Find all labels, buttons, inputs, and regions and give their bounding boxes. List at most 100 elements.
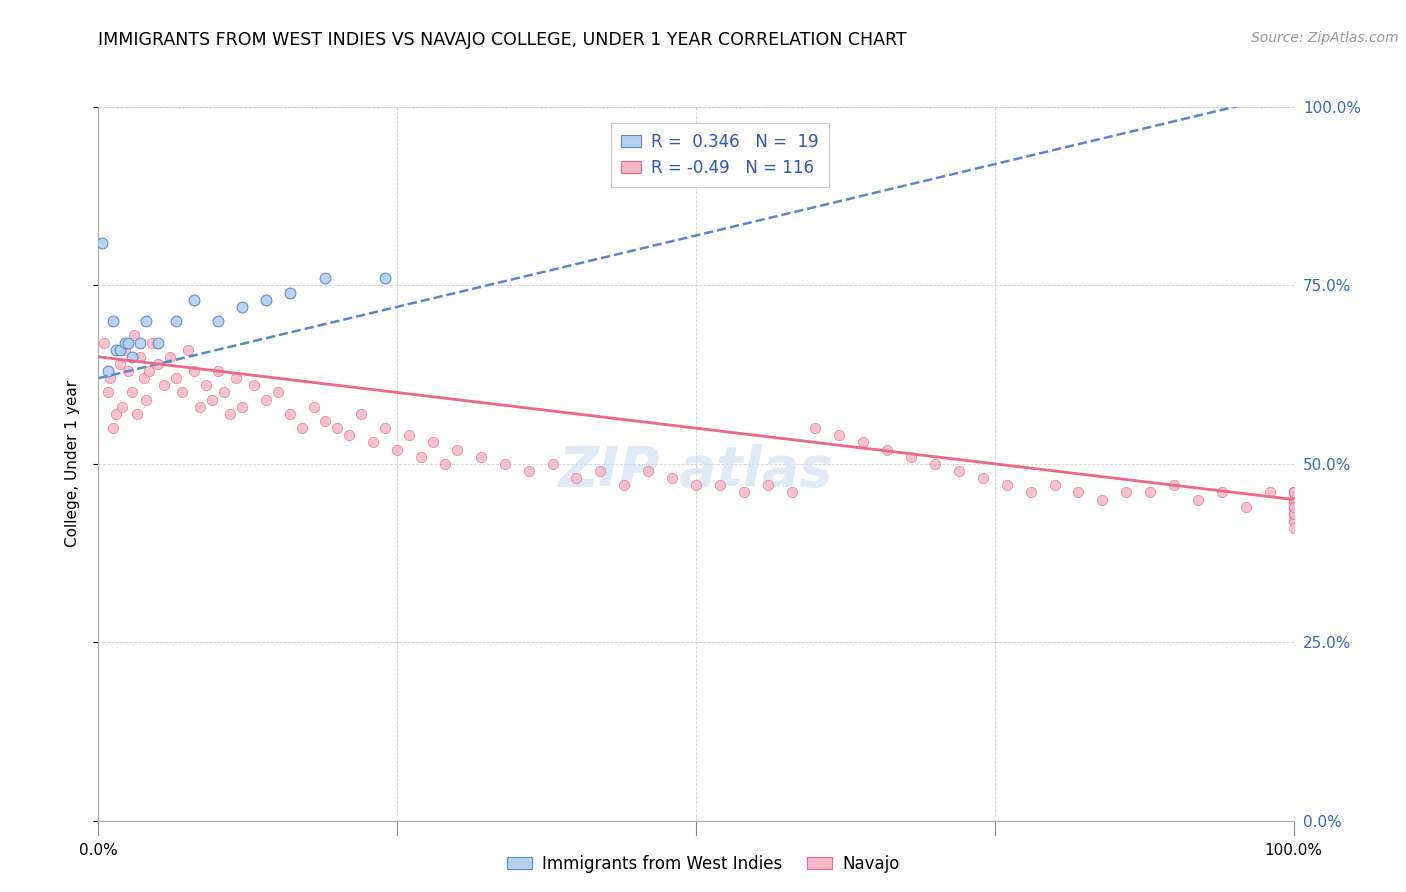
Point (1282, 492, 1305, 507)
Point (1115, 485, 1137, 500)
Point (541, 457, 564, 471)
Point (129, 350, 152, 364)
Point (685, 478, 707, 492)
Point (565, 471, 588, 485)
Point (254, 293, 277, 307)
Point (124, 328, 146, 343)
Point (117, 364, 139, 378)
Text: Source: ZipAtlas.com: Source: ZipAtlas.com (1251, 31, 1399, 45)
Point (661, 471, 683, 485)
Point (1282, 507, 1305, 521)
Point (1091, 492, 1114, 507)
Point (1282, 500, 1305, 514)
Point (121, 385, 143, 400)
Point (350, 407, 373, 421)
Point (1282, 492, 1305, 507)
Text: IMMIGRANTS FROM WEST INDIES VS NAVAJO COLLEGE, UNDER 1 YEAR CORRELATION CHART: IMMIGRANTS FROM WEST INDIES VS NAVAJO CO… (98, 31, 907, 49)
Point (114, 343, 136, 357)
Point (470, 450, 492, 464)
Point (98, 371, 122, 385)
Point (1282, 507, 1305, 521)
Point (132, 371, 155, 385)
Point (1282, 500, 1305, 514)
Point (117, 335, 139, 350)
Point (589, 464, 612, 478)
Point (290, 421, 312, 435)
Point (804, 421, 827, 435)
Point (1258, 485, 1281, 500)
Point (972, 471, 994, 485)
Point (219, 407, 242, 421)
Point (165, 314, 187, 328)
Point (1282, 485, 1305, 500)
Point (374, 421, 396, 435)
Point (129, 335, 152, 350)
Point (267, 385, 290, 400)
Point (93, 335, 115, 350)
Point (278, 407, 301, 421)
Point (780, 485, 803, 500)
Point (148, 357, 170, 371)
Point (121, 350, 143, 364)
Point (315, 414, 337, 428)
Point (315, 271, 337, 285)
Point (613, 478, 636, 492)
Point (733, 485, 755, 500)
Y-axis label: College, Under 1 year: College, Under 1 year (65, 380, 80, 548)
Point (225, 371, 247, 385)
Text: 100.0%: 100.0% (1264, 843, 1323, 858)
Point (446, 442, 468, 457)
Point (105, 343, 128, 357)
Point (1282, 485, 1305, 500)
Point (709, 478, 731, 492)
Point (1282, 492, 1305, 507)
Point (108, 357, 131, 371)
Point (433, 457, 456, 471)
Point (1187, 492, 1209, 507)
Point (135, 392, 157, 407)
Point (231, 300, 253, 314)
Point (97, 364, 120, 378)
Point (125, 407, 148, 421)
Point (177, 343, 200, 357)
Point (1282, 514, 1305, 528)
Point (1282, 492, 1305, 507)
Point (398, 428, 420, 442)
Text: 0.0%: 0.0% (79, 843, 118, 858)
Point (1282, 507, 1305, 521)
Point (363, 435, 385, 450)
Point (165, 371, 187, 385)
Point (97, 385, 120, 400)
Point (194, 378, 218, 392)
Point (111, 400, 134, 414)
Point (385, 442, 409, 457)
Point (278, 285, 301, 300)
Point (411, 450, 433, 464)
Point (1282, 507, 1305, 521)
Point (1211, 485, 1233, 500)
Point (494, 457, 516, 471)
Point (1019, 485, 1042, 500)
Point (1282, 500, 1305, 514)
Point (1282, 485, 1305, 500)
Point (995, 478, 1018, 492)
Point (326, 421, 349, 435)
Point (339, 428, 360, 442)
Point (101, 314, 124, 328)
Point (1282, 507, 1305, 521)
Point (422, 435, 444, 450)
Point (1163, 478, 1185, 492)
Point (207, 364, 229, 378)
Point (1282, 507, 1305, 521)
Point (637, 464, 659, 478)
Point (1282, 521, 1305, 535)
Point (1282, 492, 1305, 507)
Point (1282, 485, 1305, 500)
Point (1282, 492, 1305, 507)
Point (1282, 500, 1305, 514)
Point (153, 378, 176, 392)
Point (207, 314, 229, 328)
Point (1139, 485, 1161, 500)
Point (159, 350, 181, 364)
Point (91, 235, 114, 250)
